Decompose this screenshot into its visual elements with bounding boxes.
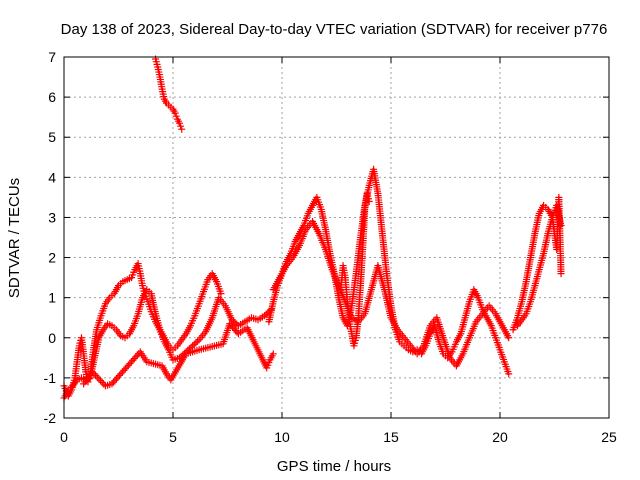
y-tick-label: 7 bbox=[48, 49, 56, 65]
x-axis-title: GPS time / hours bbox=[277, 458, 391, 475]
data-point bbox=[261, 312, 269, 320]
y-tick-label: 6 bbox=[48, 89, 56, 105]
y-tick-label: -2 bbox=[44, 410, 57, 426]
data-point bbox=[123, 363, 131, 371]
data-point bbox=[365, 197, 373, 205]
y-tick-label: 1 bbox=[48, 290, 56, 306]
data-point bbox=[129, 356, 137, 364]
y-tick-label: 3 bbox=[48, 209, 56, 225]
data-point bbox=[93, 373, 101, 381]
data-point bbox=[95, 375, 103, 383]
x-tick-label: 15 bbox=[383, 429, 399, 445]
data-point bbox=[121, 365, 129, 373]
data-point bbox=[190, 340, 198, 348]
y-tick-label: 0 bbox=[48, 330, 56, 346]
data-point bbox=[185, 345, 193, 353]
data-point bbox=[114, 373, 122, 381]
data-points bbox=[60, 55, 565, 402]
data-point bbox=[189, 342, 197, 350]
data-point bbox=[557, 270, 565, 278]
data-point bbox=[108, 380, 116, 388]
y-tick-label: 5 bbox=[48, 129, 56, 145]
data-point bbox=[127, 358, 135, 366]
data-point bbox=[130, 355, 138, 363]
data-point bbox=[557, 221, 565, 229]
data-point bbox=[269, 350, 277, 358]
data-point bbox=[171, 109, 179, 117]
data-point bbox=[217, 290, 225, 298]
data-point bbox=[178, 125, 186, 133]
grid-lines bbox=[64, 57, 609, 418]
axis-ticks: 0 5 10 15 20 25 -2 -1 0 1 2 3 4 5 6 7 bbox=[44, 49, 617, 445]
data-point bbox=[120, 366, 128, 374]
data-point bbox=[97, 377, 105, 385]
x-tick-label: 0 bbox=[60, 429, 68, 445]
x-tick-label: 20 bbox=[492, 429, 508, 445]
y-tick-label: 4 bbox=[48, 169, 56, 185]
chart-title: Day 138 of 2023, Sidereal Day-to-day VTE… bbox=[61, 21, 608, 38]
x-tick-label: 25 bbox=[601, 429, 617, 445]
data-point bbox=[262, 310, 270, 318]
y-tick-label: -1 bbox=[44, 370, 57, 386]
data-point bbox=[231, 319, 239, 327]
data-point bbox=[100, 380, 108, 388]
data-point bbox=[115, 371, 123, 379]
plot-frame bbox=[63, 56, 610, 419]
data-point bbox=[228, 316, 236, 324]
data-point bbox=[194, 337, 202, 345]
data-point bbox=[192, 339, 200, 347]
data-point bbox=[505, 334, 513, 342]
data-point bbox=[505, 370, 513, 378]
data-point bbox=[124, 361, 132, 369]
x-tick-label: 5 bbox=[169, 429, 177, 445]
data-point bbox=[111, 377, 119, 385]
data-point bbox=[176, 119, 184, 127]
data-point bbox=[133, 351, 141, 359]
data-point bbox=[126, 360, 134, 368]
data-point bbox=[112, 375, 120, 383]
x-tick-label: 10 bbox=[274, 429, 290, 445]
data-point bbox=[117, 370, 125, 378]
data-point bbox=[132, 353, 140, 361]
data-point bbox=[109, 378, 117, 386]
data-point bbox=[177, 122, 185, 130]
data-point bbox=[172, 112, 180, 120]
data-point bbox=[229, 317, 237, 325]
y-axis-title: SDTVAR / TECUs bbox=[6, 178, 23, 298]
y-tick-label: 2 bbox=[48, 250, 56, 266]
data-point bbox=[118, 368, 126, 376]
